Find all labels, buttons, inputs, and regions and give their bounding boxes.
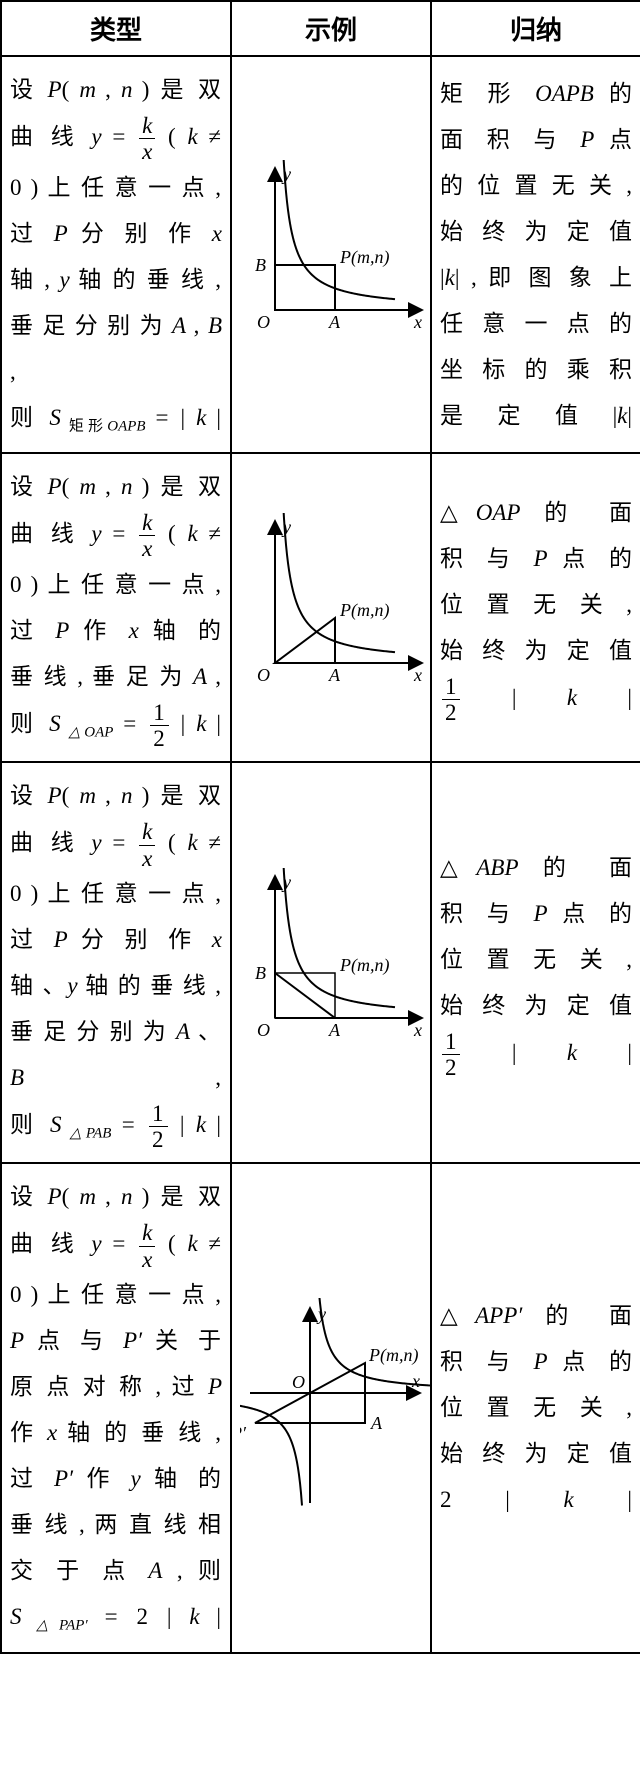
svg-text:P(m,n): P(m,n)	[339, 247, 389, 268]
table-row: 设 P( m , n ) 是 双曲 线 y = kx ( k ≠0 ) 上 任 …	[1, 56, 640, 453]
svg-text:P(m,n): P(m,n)	[339, 600, 389, 621]
summary-cell: △ABP 的 面积 与 P 点 的位 置 无 关 ,始 终 为 定 值12 | …	[431, 762, 640, 1163]
summary-cell: △OAP 的 面积 与 P 点 的位 置 无 关 ,始 终 为 定 值12 | …	[431, 453, 640, 762]
type-cell: 设 P( m , n ) 是 双曲 线 y = kx ( k ≠0 ) 上 任 …	[1, 56, 231, 453]
example-diagram: y x O A P(m,n)	[231, 453, 431, 762]
type-cell: 设 P( m , n ) 是 双曲 线 y = kx ( k ≠0 ) 上 任 …	[1, 1163, 231, 1652]
svg-text:A: A	[328, 312, 341, 332]
svg-text:x: x	[413, 665, 422, 685]
svg-text:A: A	[328, 1020, 341, 1040]
summary-cell: 矩 形 OAPB 的面 积 与 P 点的 位 置 无 关 ,始 终 为 定 值|…	[431, 56, 640, 453]
svg-text:B: B	[255, 255, 266, 275]
example-diagram: y x O P(m,n) A P′	[231, 1163, 431, 1652]
header-example: 示例	[231, 1, 431, 56]
svg-text:B: B	[255, 963, 266, 983]
header-type: 类型	[1, 1, 231, 56]
type-cell: 设 P( m , n ) 是 双曲 线 y = kx ( k ≠0 ) 上 任 …	[1, 762, 231, 1163]
svg-text:O: O	[257, 312, 270, 332]
svg-text:x: x	[413, 1020, 422, 1040]
table-row: 设 P( m , n ) 是 双曲 线 y = kx ( k ≠0 ) 上 任 …	[1, 1163, 640, 1652]
svg-text:O: O	[257, 1020, 270, 1040]
table-row: 设 P( m , n ) 是 双曲 线 y = kx ( k ≠0 ) 上 任 …	[1, 453, 640, 762]
svg-text:P(m,n): P(m,n)	[368, 1345, 418, 1366]
svg-text:P′: P′	[240, 1423, 247, 1443]
svg-text:A: A	[328, 665, 341, 685]
table-row: 设 P( m , n ) 是 双曲 线 y = kx ( k ≠0 ) 上 任 …	[1, 762, 640, 1163]
example-diagram: y x O B A P(m,n)	[231, 56, 431, 453]
svg-text:P(m,n): P(m,n)	[339, 955, 389, 976]
header-summary: 归纳	[431, 1, 640, 56]
svg-text:x: x	[413, 312, 422, 332]
type-cell: 设 P( m , n ) 是 双曲 线 y = kx ( k ≠0 ) 上 任 …	[1, 453, 231, 762]
example-diagram: y x O B A P(m,n)	[231, 762, 431, 1163]
reference-table: 类型 示例 归纳 设 P( m , n ) 是 双曲 线 y = kx ( k …	[0, 0, 640, 1654]
summary-cell: △APP′ 的 面积 与 P 点 的位 置 无 关 ,始 终 为 定 值2 | …	[431, 1163, 640, 1652]
svg-text:A: A	[370, 1413, 383, 1433]
svg-text:O: O	[257, 665, 270, 685]
svg-text:O: O	[292, 1372, 305, 1392]
svg-text:x: x	[411, 1371, 420, 1391]
